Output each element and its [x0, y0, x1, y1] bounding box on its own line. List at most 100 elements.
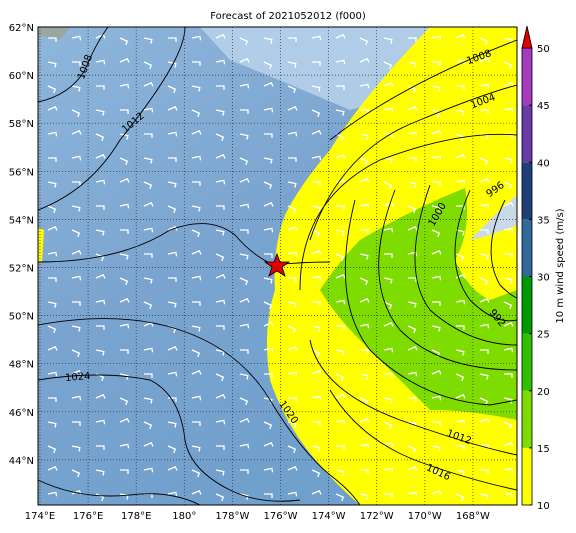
- wind-barb: [455, 253, 465, 262]
- wind-barb: [119, 417, 130, 423]
- wind-barb: [479, 203, 490, 209]
- wind-barb: [503, 157, 513, 164]
- wind-barb: [95, 273, 106, 279]
- lat-label: 62°N: [9, 23, 34, 34]
- wind-barb: [311, 249, 322, 255]
- wind-barb: [455, 373, 465, 382]
- wind-barb: [95, 393, 106, 399]
- wind-barb: [479, 83, 490, 89]
- wind-barb: [264, 253, 273, 258]
- wind-barb: [71, 85, 81, 92]
- wind-barb: [191, 325, 201, 332]
- wind-barb: [431, 229, 441, 238]
- wind-barb: [167, 465, 178, 471]
- land: [38, 27, 70, 40]
- wind-barb: [335, 229, 345, 236]
- wind-barb: [263, 61, 273, 70]
- wind-barb: [359, 323, 370, 329]
- wind-barb: [479, 37, 489, 46]
- wind-barb: [47, 325, 57, 334]
- wind-barb: [263, 37, 273, 44]
- wind-barb: [47, 371, 58, 377]
- wind-barb: [336, 445, 345, 450]
- wind-barb: [263, 81, 274, 87]
- lon-label: 174°W: [312, 511, 346, 522]
- wind-barb: [383, 397, 393, 404]
- wind-barb: [480, 469, 489, 474]
- wind-barb: [431, 155, 442, 161]
- wind-barb: [503, 421, 513, 430]
- title: Forecast of 2021052012 (f000): [210, 11, 366, 22]
- wind-barb: [431, 325, 441, 332]
- wind-barb: [167, 345, 178, 351]
- wind-barb: [335, 33, 346, 39]
- wind-barb: [71, 109, 81, 118]
- wind-barb: [455, 493, 465, 502]
- wind-barb: [95, 33, 106, 39]
- wind-barb: [359, 493, 369, 500]
- wind-barb: [263, 347, 274, 353]
- wind-barb: [264, 133, 273, 138]
- wind-barb: [479, 277, 489, 286]
- wind-barb: [407, 445, 417, 454]
- wind-barb: [48, 157, 57, 162]
- wind-barb: [503, 321, 514, 327]
- wind-barb: [95, 229, 105, 236]
- wind-barb: [455, 469, 465, 476]
- wind-barb: [383, 201, 394, 207]
- wind-barb: [215, 299, 226, 305]
- wind-barb: [47, 105, 58, 111]
- wind-barb: [287, 445, 297, 454]
- wind-barb: [456, 85, 465, 90]
- wind-barb: [408, 277, 417, 282]
- wind-barb: [335, 133, 345, 142]
- wind-barb: [431, 445, 441, 452]
- wind-barb: [408, 37, 417, 42]
- wind-barb: [119, 253, 129, 260]
- wind-barb: [335, 153, 346, 159]
- wind-barb: [143, 37, 153, 44]
- isobar: [38, 27, 109, 103]
- lat-label: 52°N: [9, 264, 34, 275]
- wind-barb: [407, 85, 417, 94]
- wind-barb: [287, 345, 298, 351]
- wind-barb: [96, 445, 105, 450]
- wind-barb: [72, 301, 81, 306]
- lon-label: 168°W: [456, 511, 490, 522]
- wind-barb: [216, 325, 225, 330]
- wind-barb: [479, 157, 489, 166]
- wind-barb: [504, 493, 513, 498]
- wind-barb: [359, 157, 369, 166]
- lon-label: 180°: [172, 511, 196, 522]
- wind-barb: [479, 417, 490, 423]
- wind-barb: [456, 445, 465, 450]
- wind-barb: [191, 205, 201, 212]
- wind-barb: [432, 61, 441, 66]
- wind-barb: [119, 443, 130, 449]
- wind-barb: [407, 61, 417, 68]
- wind-barb: [191, 155, 202, 161]
- wind-barb: [359, 373, 369, 380]
- wind-barb: [264, 493, 273, 498]
- wind-barb: [143, 81, 154, 87]
- wind-barb: [47, 465, 58, 471]
- wind-barb: [191, 369, 202, 375]
- wind-barb: [167, 301, 177, 308]
- wind-barb: [287, 181, 297, 188]
- wind-barb: [287, 131, 298, 137]
- wind-barb: [455, 349, 465, 356]
- wind-barb: [240, 349, 249, 354]
- wind-barb: [407, 491, 418, 497]
- wind-barb: [335, 299, 346, 305]
- wind-barb: [359, 177, 370, 183]
- wind-barb: [47, 61, 57, 68]
- wind-barb: [360, 469, 369, 474]
- lat-label: 54°N: [9, 215, 34, 226]
- isobar: [309, 84, 517, 241]
- wind-barb: [167, 371, 178, 377]
- wind-barb: [215, 253, 225, 262]
- wind-barb: [288, 37, 297, 42]
- wind-barb: [47, 301, 57, 308]
- wind-barb: [96, 325, 105, 330]
- wind-barb: [383, 37, 393, 44]
